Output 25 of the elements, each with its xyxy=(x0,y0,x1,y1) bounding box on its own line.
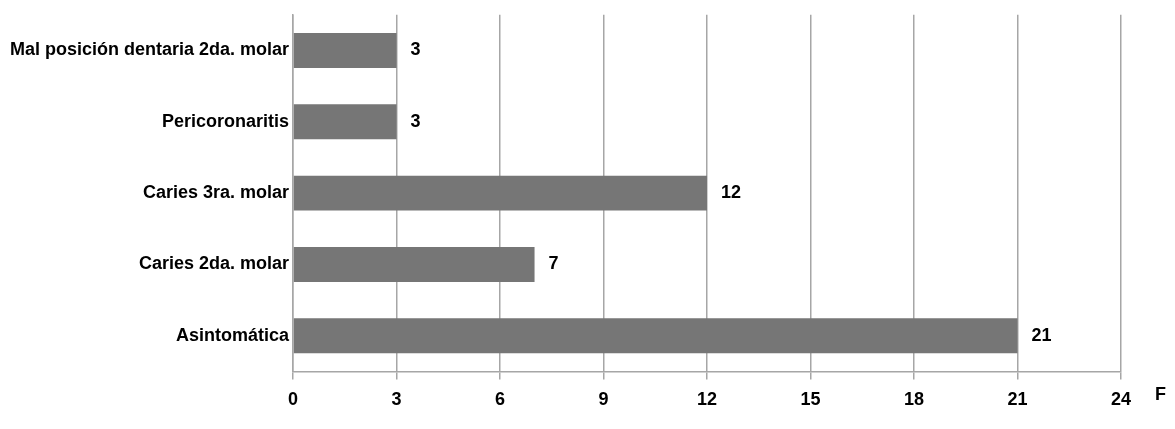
data-label: 21 xyxy=(1031,324,1052,345)
bar xyxy=(293,318,1018,354)
bar xyxy=(293,104,397,140)
y-tick-label: Pericoronaritis xyxy=(162,110,290,131)
y-tick-label: Caries 3ra. molar xyxy=(142,182,290,203)
x-tick-label: 18 xyxy=(904,389,925,410)
bar xyxy=(293,246,535,282)
x-tick-label: 3 xyxy=(391,389,402,410)
x-tick-label: 15 xyxy=(800,389,821,410)
data-label: 3 xyxy=(410,39,421,60)
x-axis-title: F xyxy=(1155,384,1166,405)
x-tick-label: 12 xyxy=(697,389,718,410)
x-tick-label: 0 xyxy=(288,389,299,410)
bar xyxy=(293,32,397,68)
y-tick-label: Mal posición dentaria 2da. molar xyxy=(9,39,290,60)
x-tick-label: 24 xyxy=(1110,389,1132,410)
x-tick-label: 9 xyxy=(598,389,609,410)
x-tick-label: 21 xyxy=(1007,389,1028,410)
x-tick-label: 6 xyxy=(495,389,506,410)
bar xyxy=(293,175,708,211)
data-label: 7 xyxy=(548,253,559,274)
y-tick-label: Asintomática xyxy=(176,324,291,345)
y-tick-label: Caries 2da. molar xyxy=(138,253,290,274)
data-label: 12 xyxy=(721,182,742,203)
data-label: 3 xyxy=(410,110,421,131)
